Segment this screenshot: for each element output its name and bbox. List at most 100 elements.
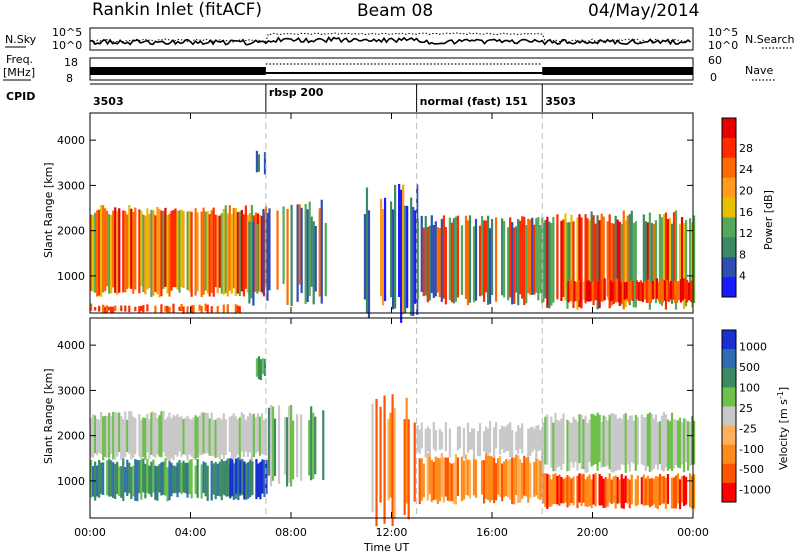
velocity-echo-cell	[271, 406, 275, 481]
velocity-echo-cell	[672, 477, 676, 509]
velocity-echo-cell	[582, 419, 585, 470]
velocity-echo-cell	[124, 411, 127, 458]
power-echo-cell	[651, 281, 654, 300]
power-echo-cell	[402, 184, 405, 315]
power-echo-cell	[564, 213, 567, 301]
power-echo-cell	[381, 209, 385, 306]
velocity-echo-cell	[570, 422, 573, 463]
velocity-echo-cell	[260, 413, 264, 455]
velocity-echo-cell	[393, 407, 396, 519]
velocity-echo-cell	[598, 414, 601, 463]
power-echo-cell	[110, 215, 113, 294]
velocity-echo-cell	[606, 420, 609, 466]
velocity-echo-cell	[259, 461, 262, 500]
power-echo-cell	[182, 306, 185, 314]
power-echo-cell	[122, 210, 125, 293]
velocity-echo-cell	[283, 417, 287, 475]
velocity-echo-cell	[654, 476, 658, 509]
velocity-echo-cell	[503, 426, 506, 453]
power-echo-cell	[238, 306, 241, 313]
velocity-echo-cell	[476, 431, 480, 457]
velocity-echo-cell	[389, 412, 392, 498]
velocity-echo-cell	[231, 459, 234, 497]
velocity-echo-cell	[172, 414, 175, 461]
velocity-echo-cell	[182, 460, 185, 493]
cpid-segment-label: rbsp 200	[269, 86, 324, 99]
velocity-echo-cell	[140, 459, 143, 500]
velocity-echo-cell	[90, 417, 93, 458]
power-echo-cell	[186, 306, 189, 314]
velocity-echo-cell	[527, 428, 530, 458]
velocity-echo-cell	[116, 461, 119, 495]
velocity-echo-cell	[208, 418, 211, 456]
power-echo-cell	[138, 209, 141, 294]
velocity-echo-cell	[533, 428, 536, 450]
velocity-echo-cell	[592, 414, 595, 466]
power-echo-cell	[641, 282, 644, 303]
velocity-echo-cell	[237, 457, 240, 501]
velocity-echo-cell	[537, 459, 540, 499]
velocity-echo-cell	[154, 412, 157, 458]
velocity-echo-cell	[246, 416, 249, 457]
velocity-echo-cell	[546, 414, 549, 465]
power-echo-cell	[596, 215, 599, 310]
power-echo-cell	[94, 212, 97, 293]
velocity-echo-cell	[511, 457, 514, 505]
power-echo-cell	[603, 278, 606, 301]
velocity-echo-cell	[670, 477, 674, 509]
velocity-echo-cell	[640, 477, 643, 505]
power-echo-cell	[671, 282, 675, 300]
velocity-echo-cell	[292, 420, 295, 480]
power-echo-cell	[663, 280, 667, 301]
velocity-echo-cell	[654, 414, 658, 465]
power-echo-cell	[216, 305, 219, 313]
power-echo-cell	[98, 305, 101, 312]
power-colorbar-tick-label: 12	[739, 227, 753, 240]
velocity-echo-cell	[434, 430, 437, 452]
velocity-panel: 1000 2000 3000 4000 00:00 04:00 08:00 12:00 16:0…	[42, 317, 790, 539]
power-echo-cell	[682, 223, 686, 309]
velocity-echo-cell	[118, 412, 121, 453]
velocity-echo-cell	[438, 458, 441, 502]
power-echo-cell	[550, 223, 553, 306]
velocity-echo-cell	[261, 358, 265, 375]
power-echo-cell	[599, 280, 602, 302]
velocity-echo-cell	[620, 474, 623, 509]
power-echo-cell	[226, 213, 229, 297]
power-echo-cell	[622, 210, 625, 310]
beam-title: Beam 08	[357, 1, 433, 21]
velocity-echo-cell	[234, 416, 237, 458]
velocity-echo-cell	[174, 466, 177, 494]
velocity-echo-cell	[220, 419, 223, 455]
velocity-echo-cell	[214, 419, 217, 459]
velocity-y-tick-label: 1000	[57, 475, 85, 488]
power-echo-cell	[94, 307, 97, 311]
velocity-echo-cell	[680, 422, 684, 465]
velocity-echo-cell	[160, 462, 163, 496]
power-echo-cell	[610, 222, 613, 306]
power-echo-cell	[108, 306, 111, 311]
velocity-echo-cell	[622, 414, 625, 465]
velocity-echo-cell	[430, 459, 433, 503]
velocity-echo-cell	[422, 463, 425, 498]
velocity-y-tick-label: 4000	[57, 339, 85, 352]
velocity-colorbar-swatch	[722, 330, 736, 350]
power-echo-cell	[190, 305, 193, 313]
power-echo-cell	[236, 212, 239, 294]
power-echo-cell	[659, 278, 663, 301]
power-echo-cell	[154, 215, 157, 292]
power-echo-cell	[156, 206, 159, 295]
power-echo-cell	[222, 304, 225, 313]
velocity-echo-cell	[608, 414, 611, 470]
power-echo-cell	[486, 215, 490, 305]
power-echo-cell	[146, 208, 149, 290]
velocity-echo-cell	[407, 419, 410, 520]
velocity-echo-cell	[418, 429, 421, 454]
velocity-echo-cell	[452, 462, 456, 504]
x-tick-label: 00:00	[677, 526, 709, 539]
power-echo-cell	[621, 280, 624, 303]
power-echo-cell	[503, 221, 506, 298]
velocity-echo-cell	[413, 422, 416, 502]
power-echo-cell	[511, 222, 514, 305]
power-echo-cell	[580, 217, 583, 309]
